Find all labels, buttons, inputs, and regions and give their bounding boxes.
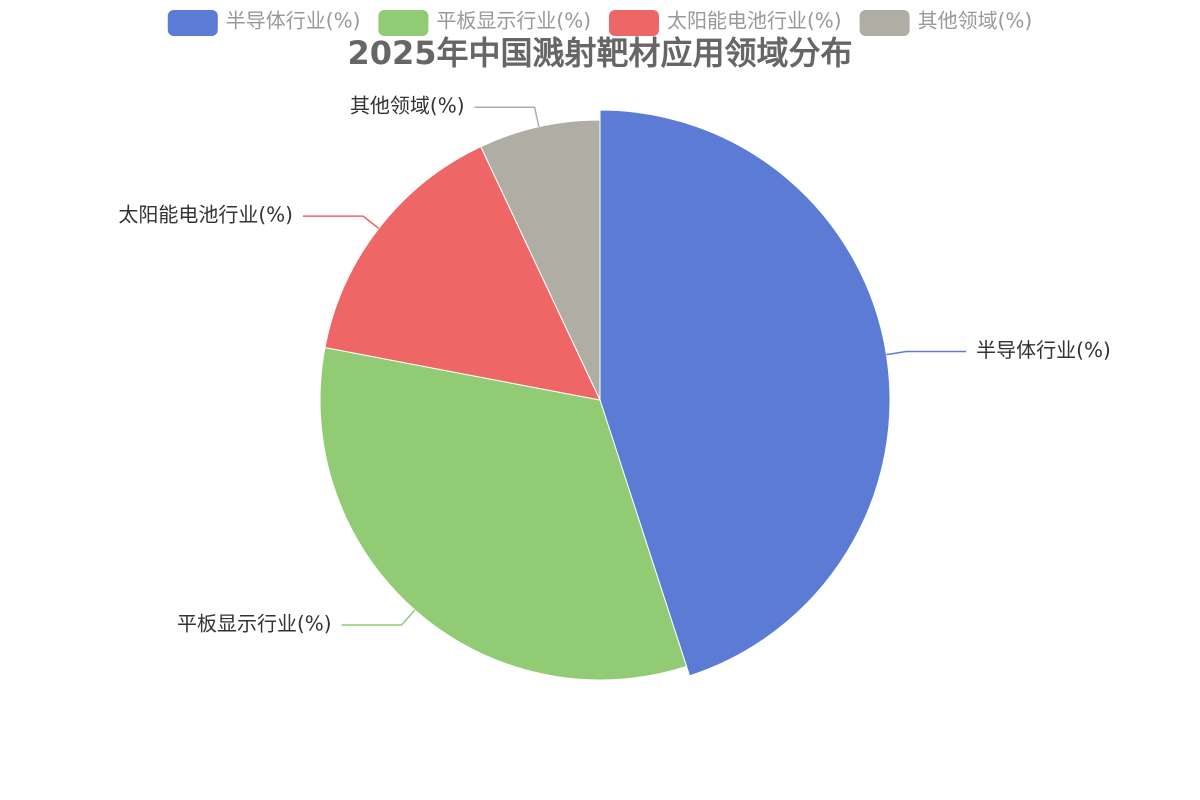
leader-line <box>341 609 416 626</box>
legend-swatch[interactable] <box>859 10 910 36</box>
slice-label: 平板显示行业(%) <box>177 612 332 636</box>
pie-slice[interactable] <box>319 346 688 681</box>
slice-label: 半导体行业(%) <box>976 338 1111 362</box>
legend-swatch[interactable] <box>378 10 429 36</box>
pie-slice[interactable] <box>324 145 601 401</box>
pie-slice[interactable] <box>599 109 891 677</box>
legend-label[interactable]: 太阳能电池行业(%) <box>667 9 842 33</box>
leader-line <box>474 106 540 127</box>
slice-label: 太阳能电池行业(%) <box>118 203 293 227</box>
legend-label[interactable]: 其他领域(%) <box>918 9 1033 33</box>
legend-swatch[interactable] <box>167 10 218 36</box>
leader-line <box>302 215 380 229</box>
legend-label[interactable]: 平板显示行业(%) <box>436 9 591 33</box>
leader-line <box>886 350 967 356</box>
legend-label[interactable]: 半导体行业(%) <box>226 9 361 33</box>
pie-slice[interactable] <box>480 119 601 401</box>
slice-label: 其他领域(%) <box>350 94 465 118</box>
chart-title: 2025年中国溅射靶材应用领域分布 <box>347 34 852 72</box>
legend-swatch[interactable] <box>609 10 659 36</box>
